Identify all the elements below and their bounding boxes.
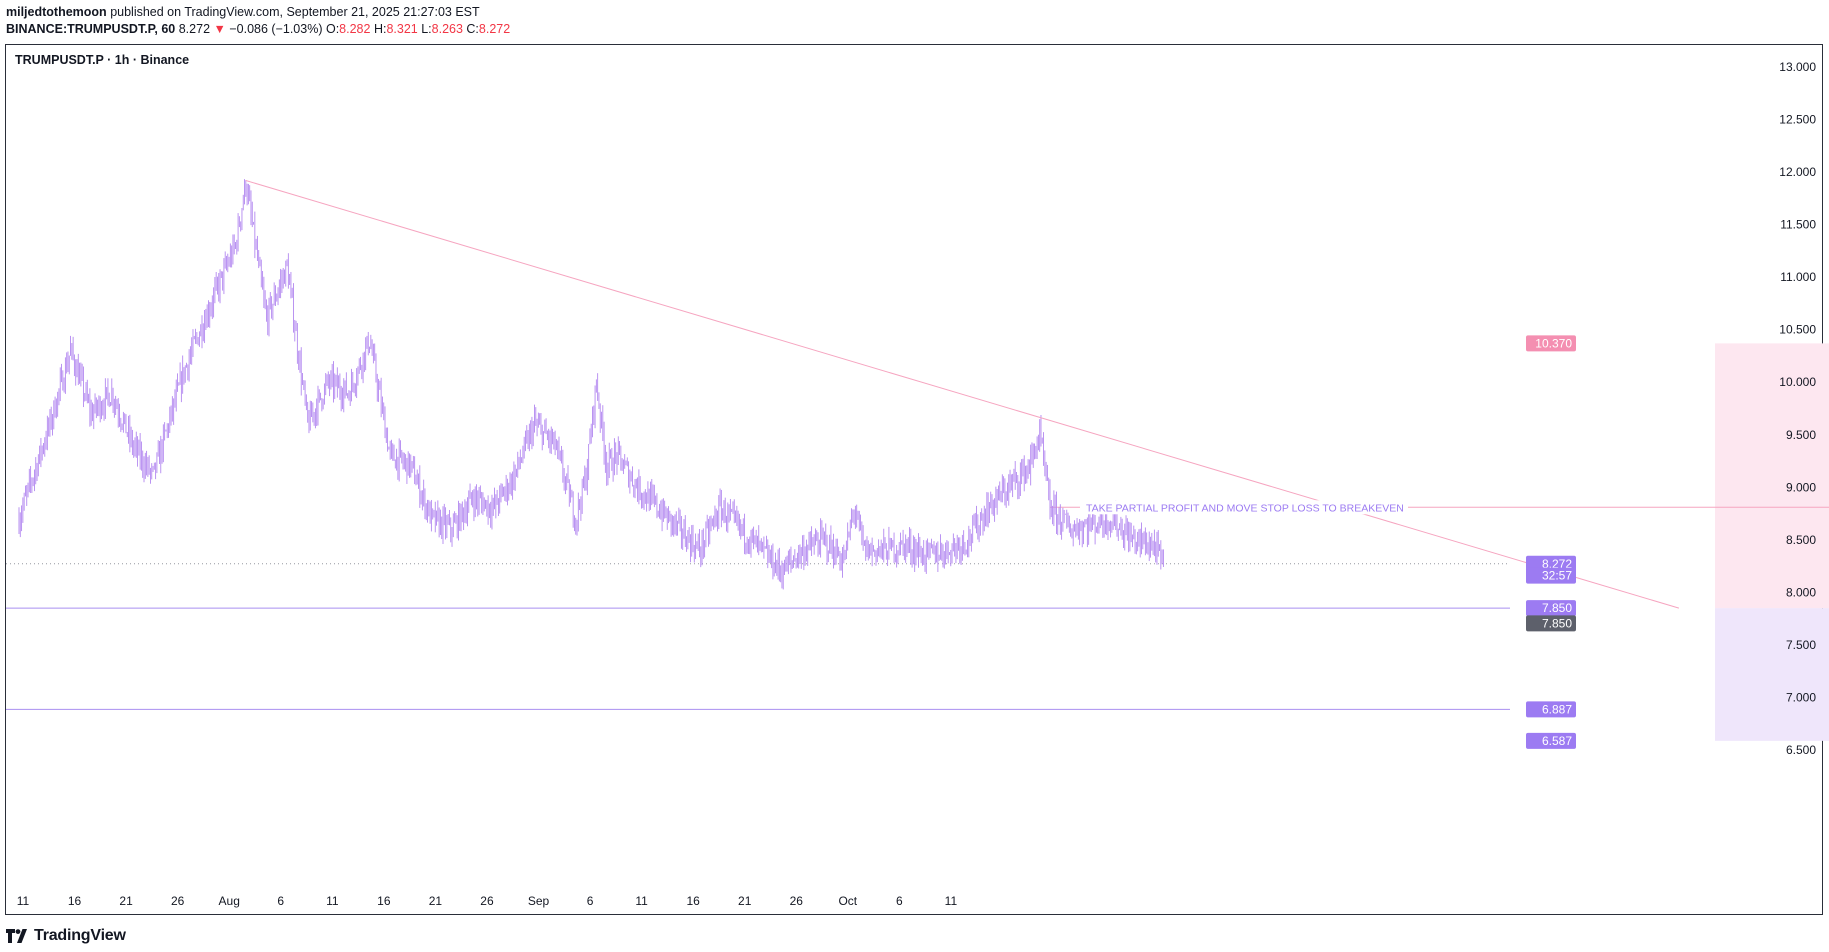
y-tick-label: 11.500: [1780, 218, 1816, 232]
annotation-background: [1080, 500, 1408, 515]
price-badge: [1526, 615, 1576, 632]
annotation-text: TAKE PARTIAL PROFIT AND MOVE STOP LOSS T…: [1086, 502, 1404, 514]
annotations: TAKE PARTIAL PROFIT AND MOVE STOP LOSS T…: [1080, 500, 1408, 515]
open-value: 8.282: [339, 22, 371, 36]
x-tick-label: Aug: [219, 894, 240, 908]
x-tick-label: 11: [635, 894, 648, 908]
open-label: O:: [325, 22, 340, 36]
y-tick-label: 10.000: [1779, 375, 1816, 389]
brand-name: TradingView: [34, 927, 126, 944]
candle-series: [18, 179, 1164, 590]
y-tick-label: 7.500: [1786, 638, 1816, 652]
x-tick-label: Oct: [838, 894, 857, 908]
price-badge-label: 10.370: [1535, 336, 1572, 350]
chart-legend-title[interactable]: TRUMPUSDT.P · 1h · Binance: [15, 53, 190, 67]
x-tick-label: 6: [896, 894, 903, 908]
ohlc-line: BINANCE:TRUMPUSDT.P, 60 8.272 ▼ −0.086 (…: [6, 22, 510, 36]
x-tick-label: 11: [945, 894, 958, 908]
x-tick-label: 6: [587, 894, 594, 908]
last-price: 8.272: [178, 22, 211, 36]
price-badge-label: 6.887: [1542, 702, 1572, 716]
price-axis: 13.000 12.500 12.000 11.500 11.000 10.500 10.0…: [1779, 60, 1816, 757]
target-zone: [1714, 343, 1829, 609]
publish-info: miljedtothemoon published on TradingView…: [6, 5, 480, 19]
high-label: H:: [373, 22, 387, 36]
high-value: 8.321: [386, 22, 418, 36]
x-tick-label: 11: [326, 894, 339, 908]
price-badge: [1526, 732, 1576, 749]
tradingview-logo-icon: [6, 929, 27, 943]
close-label: C:: [466, 22, 479, 36]
price-badge: [1526, 701, 1576, 718]
trendline-layer: [245, 180, 1680, 609]
x-tick-label: 21: [119, 894, 133, 908]
author-name[interactable]: miljedtothemoon: [6, 5, 107, 19]
position-zones: [1714, 343, 1829, 741]
price-badge: [1526, 600, 1576, 617]
y-tick-label: 9.500: [1786, 428, 1816, 442]
x-tick-label: Sep: [528, 894, 550, 908]
x-tick-label: 21: [429, 894, 443, 908]
x-tick-label: 6: [277, 894, 284, 908]
y-tick-label: 6.500: [1786, 743, 1816, 757]
close-value: 8.272: [478, 22, 511, 36]
x-tick-label: 26: [171, 894, 185, 908]
x-tick-label: 16: [377, 894, 391, 908]
tradingview-logo[interactable]: TradingView: [6, 927, 126, 945]
low-value: 8.263: [431, 22, 463, 36]
y-tick-label: 8.000: [1786, 585, 1816, 599]
y-tick-label: 12.000: [1779, 165, 1816, 179]
price-badge: [1526, 335, 1576, 352]
symbol-line: BINANCE:TRUMPUSDT.P, 60: [6, 22, 176, 36]
time-axis: 11 16 21 26 Aug 6 11 16 21 26 Sep 6 11 16 21 26 Oct 6 11: [17, 894, 958, 908]
price-badge: [1526, 567, 1576, 584]
x-tick-label: 26: [480, 894, 494, 908]
x-tick-label: 16: [686, 894, 700, 908]
price-badge-label: 32:57: [1542, 569, 1572, 583]
x-tick-label: 26: [790, 894, 804, 908]
x-tick-label: 16: [68, 894, 82, 908]
y-tick-label: 8.500: [1786, 533, 1816, 547]
down-arrow-icon: ▼: [213, 22, 226, 36]
price-change: −0.086 (−1.03%): [229, 22, 323, 36]
price-badge-label: 7.850: [1542, 601, 1572, 615]
descending-trendline: [245, 180, 1680, 609]
price-badge-label: 8.272: [1542, 557, 1572, 571]
y-tick-label: 7.000: [1786, 690, 1816, 704]
y-tick-label: 12.500: [1779, 113, 1816, 127]
stop-zone: [1714, 608, 1829, 741]
y-tick-label: 10.500: [1779, 323, 1816, 337]
y-tick-label: 11.000: [1780, 270, 1816, 284]
price-badge-label: 6.587: [1542, 734, 1572, 748]
x-tick-label: 21: [738, 894, 752, 908]
published-text: published on TradingView.com, September …: [110, 5, 480, 19]
low-label: L:: [421, 22, 432, 36]
price-badge-label: 7.850: [1542, 616, 1572, 630]
y-tick-label: 9.000: [1786, 480, 1816, 494]
x-tick-label: 11: [17, 894, 30, 908]
y-tick-label: 13.000: [1779, 60, 1816, 74]
